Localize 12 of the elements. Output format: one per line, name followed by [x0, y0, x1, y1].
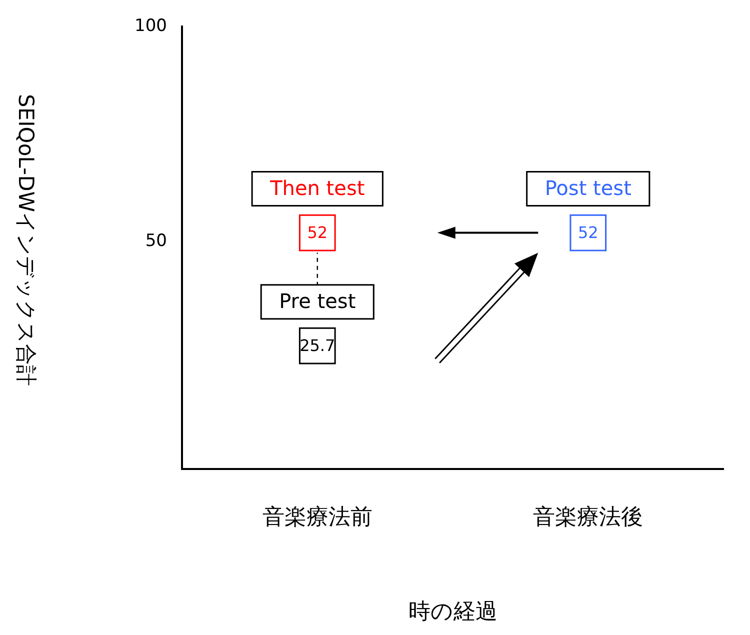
- x-tick-label: 音楽療法前: [262, 505, 372, 530]
- y-tick-label: 50: [145, 230, 167, 251]
- x-tick-label: 音楽療法後: [533, 505, 644, 530]
- data-label: 52: [307, 222, 328, 242]
- x-axis-title: 時の経過: [408, 600, 498, 625]
- y-tick-label: 100: [134, 16, 167, 36]
- y-axis-title: SEIQoL-DWインデックス合計: [13, 94, 39, 386]
- series-label: Post test: [544, 176, 632, 200]
- series-label: Then test: [269, 176, 365, 200]
- data-label: 25.7: [300, 336, 336, 355]
- data-label: 52: [578, 222, 598, 242]
- legend-label: Pre test: [279, 289, 356, 314]
